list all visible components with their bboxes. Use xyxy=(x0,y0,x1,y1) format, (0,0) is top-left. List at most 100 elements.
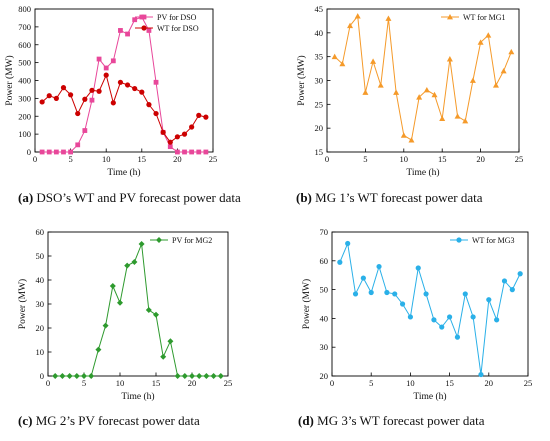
data-point xyxy=(408,137,415,143)
data-point xyxy=(181,373,188,379)
chart-panel-4: 0 5 10 15 20 25 20 30 40 50 60 70 Time (h) Power (MW)… xyxy=(301,227,532,402)
caption-d: (d) MG 3’s WT forecast power data xyxy=(298,413,485,429)
data-point xyxy=(376,263,382,270)
data-point xyxy=(196,149,202,155)
data-point xyxy=(469,77,476,83)
data-point xyxy=(160,129,166,135)
legend-marker xyxy=(447,14,453,20)
x-tick-label: 10 xyxy=(400,154,409,164)
y-tick-label: 50 xyxy=(320,285,329,295)
y-tick-label: 20 xyxy=(320,371,329,381)
data-point xyxy=(368,289,374,296)
data-point xyxy=(500,67,507,74)
data-point xyxy=(39,149,45,155)
series-line xyxy=(339,241,521,375)
y-axis-label: Power (MW) xyxy=(4,55,15,105)
y-tick-label: 45 xyxy=(315,4,324,14)
data-point xyxy=(68,149,73,155)
x-axis-label: Time (h) xyxy=(107,167,140,178)
data-point xyxy=(478,371,484,378)
data-point xyxy=(470,314,476,320)
series-line xyxy=(41,73,207,143)
data-point xyxy=(81,373,87,379)
data-point xyxy=(167,139,173,145)
data-point xyxy=(203,373,210,379)
data-point xyxy=(167,338,174,345)
data-point xyxy=(354,13,361,19)
data-point xyxy=(203,149,209,155)
x-tick-label: 10 xyxy=(116,378,125,388)
data-point xyxy=(73,373,80,379)
y-tick-label: 0 xyxy=(40,371,44,381)
series-wt-for-mg1: WT for MG1 xyxy=(331,13,515,143)
data-point xyxy=(370,58,377,64)
data-point xyxy=(174,134,180,140)
y-tick-label: 25 xyxy=(315,99,324,109)
data-point xyxy=(68,92,74,98)
x-tick-label: 5 xyxy=(363,154,367,164)
data-point xyxy=(181,131,188,137)
plot-frame xyxy=(326,8,520,153)
data-point xyxy=(492,82,499,88)
chart-panel-1: 0 5 10 15 20 25 0 100 200 300 400 500 600 700 800 Time … xyxy=(4,4,217,178)
data-point xyxy=(509,287,515,293)
data-point xyxy=(110,58,116,64)
x-tick-label: 5 xyxy=(68,154,72,164)
data-point xyxy=(75,110,81,117)
data-point xyxy=(89,97,95,103)
data-point xyxy=(399,301,406,307)
data-point xyxy=(189,373,195,379)
x-tick-label: 0 xyxy=(33,154,37,164)
data-point xyxy=(175,149,180,155)
y-tick-label: 700 xyxy=(18,22,31,32)
y-tick-label: 20 xyxy=(36,323,45,333)
y-tick-label: 30 xyxy=(320,342,329,352)
data-point xyxy=(117,79,124,85)
data-point xyxy=(131,259,138,265)
data-point xyxy=(96,56,102,62)
data-point xyxy=(153,110,159,117)
data-point xyxy=(203,114,209,120)
data-point xyxy=(454,113,461,119)
y-axis-label: Power (MW) xyxy=(17,279,28,329)
y-tick-label: 40 xyxy=(320,313,329,323)
y-tick-label: 30 xyxy=(315,76,324,86)
caption-d-letter: (d) xyxy=(298,413,314,428)
data-point xyxy=(494,317,500,323)
legend-marker xyxy=(141,14,147,20)
x-axis-label: Time (h) xyxy=(121,391,154,402)
x-tick-label: 0 xyxy=(325,154,329,164)
data-point xyxy=(46,149,52,155)
data-point xyxy=(59,373,66,379)
data-point xyxy=(431,91,438,98)
data-point xyxy=(416,94,423,100)
data-point xyxy=(61,149,66,155)
x-tick-label: 0 xyxy=(46,378,50,388)
data-point xyxy=(95,346,102,353)
data-point xyxy=(439,324,445,330)
y-tick-label: 50 xyxy=(36,251,45,261)
y-tick-label: 0 xyxy=(27,147,31,157)
x-tick-label: 20 xyxy=(188,378,197,388)
x-tick-label: 15 xyxy=(445,378,454,388)
data-point xyxy=(88,373,95,379)
data-point xyxy=(66,373,73,379)
caption-c: (c) MG 2’s PV forecast power data xyxy=(18,413,200,429)
data-point xyxy=(75,142,81,148)
data-point xyxy=(345,240,351,247)
y-tick-label: 10 xyxy=(36,347,45,357)
data-point xyxy=(118,28,123,33)
data-point xyxy=(145,307,152,313)
x-tick-label: 20 xyxy=(173,154,182,164)
x-tick-label: 0 xyxy=(330,378,334,388)
data-point xyxy=(362,89,369,95)
legend-marker xyxy=(456,237,462,243)
y-tick-label: 60 xyxy=(320,256,329,266)
data-point xyxy=(109,283,116,289)
caption-a-text: DSO’s WT and PV forecast power data xyxy=(33,190,241,205)
data-point xyxy=(96,88,102,94)
data-point xyxy=(347,22,354,29)
data-point xyxy=(117,299,123,306)
y-tick-label: 40 xyxy=(315,28,324,38)
data-point xyxy=(477,39,484,45)
